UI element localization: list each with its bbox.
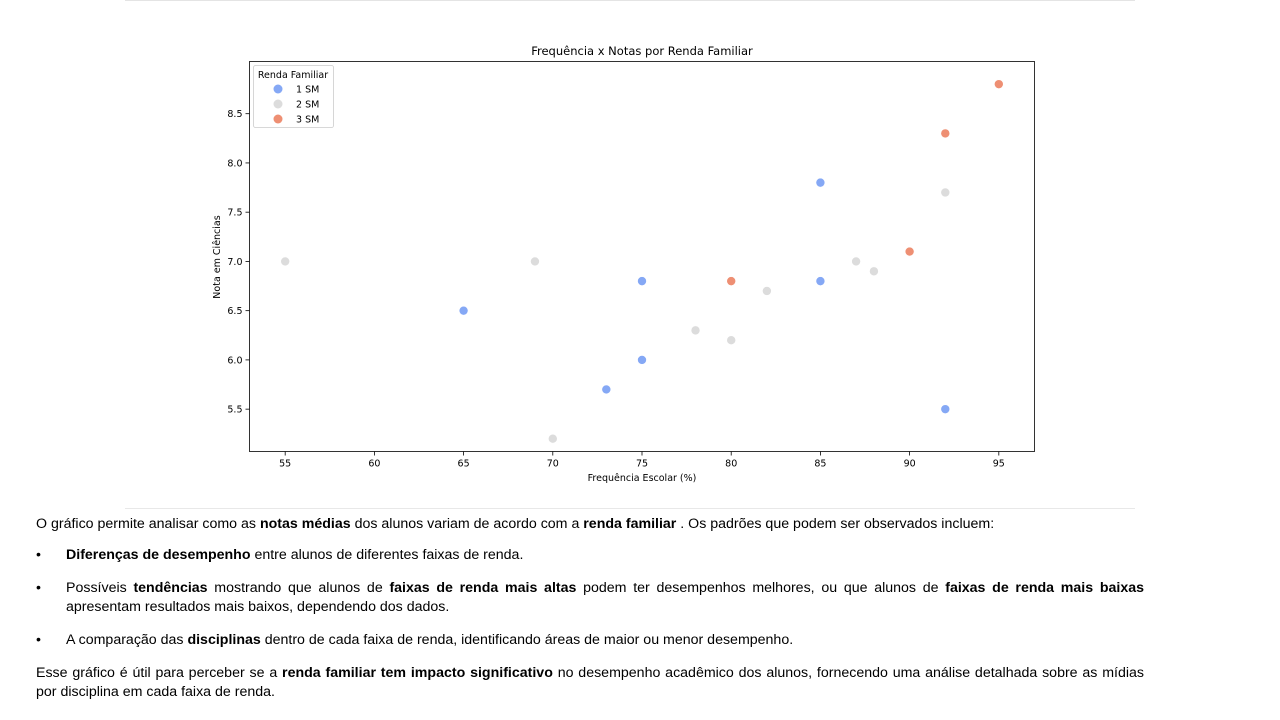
bullet-3-text-2: dentro de cada faixa de renda, identific… [260,632,794,648]
intro-bold-1: notas médias [259,516,351,532]
data-point [637,276,647,286]
legend-label: 2 SM [296,100,319,111]
intro-bold-2: renda familiar [583,516,677,532]
legend-label: 3 SM [296,115,319,126]
x-axis: 55 60 65 70 75 80 85 90 95 [279,451,1005,470]
y-tick-label: 8.0 [227,158,242,169]
y-tick-label: 7.5 [227,208,242,219]
bullet-marker: • [36,580,41,596]
intro-paragraph: O gráfico permite analisar como as notas… [36,515,1144,534]
intro-text-1: O gráfico permite analisar como as [36,516,260,532]
y-tick-label: 8.5 [227,109,242,120]
conclusion-paragraph: Esse gráfico é útil para perceber se a r… [36,664,1144,702]
intro-text-3: . Os padrões que podem ser observados in… [676,516,995,532]
x-tick-label: 60 [368,459,380,470]
scatter-chart: Frequência x Notas por Renda Familiar 55… [212,44,1035,484]
bullet-1-bold-1: Diferenças de desempenho [66,547,251,563]
legend-marker [273,84,283,94]
legend-label: 1 SM [296,85,319,96]
data-point [940,128,951,139]
bullet-2-text-4: apresentam resultados mais baixos, depen… [66,599,450,615]
bullet-2-bold-1: tendências [133,580,208,596]
bullet-2-text-3: podem ter desempenhos melhores, ou que a… [576,580,946,596]
y-tick-label: 5.5 [227,405,242,416]
top-divider [125,0,1135,1]
bullet-1-text-1: entre alunos de diferentes faixas de ren… [250,547,524,563]
data-point [726,335,737,346]
conclusion-text-2: no desempenho acadêmico dos alunos, forn… [36,665,1144,700]
x-tick-label: 90 [904,459,916,470]
y-axis-label: Nota em Ciências [212,215,223,298]
data-point [994,79,1004,89]
data-point [280,256,290,267]
bullet-item-1: • Diferenças de desempenho entre alunos … [36,546,1144,565]
bullet-2-bold-3: faixas de renda mais baixas [945,580,1145,596]
y-tick-label: 7.0 [227,257,242,268]
data-point [530,256,540,267]
x-tick-label: 55 [279,459,291,470]
data-point [869,266,879,277]
data-point [547,433,558,444]
legend-title: Renda Familiar [258,70,328,81]
data-point [815,177,826,188]
bullet-3-text-1: A comparação das [66,632,188,648]
bullet-2-text-2: mostrando que alunos de [207,580,390,596]
intro-text-2: dos alunos variam de acordo com a [350,516,584,532]
conclusion-bold-1: renda familiar tem impacto significativo [282,665,553,681]
data-point [815,276,826,286]
x-axis-label: Frequência Escolar (%) [588,473,697,484]
bullet-2-text-1: Possíveis [66,580,134,596]
data-point [851,256,861,267]
legend-box [253,65,334,128]
y-axis: 5.5 6.0 6.5 7.0 7.5 8.0 8.5 [227,109,250,416]
plot-area [249,61,1035,452]
x-tick-label: 95 [993,459,1005,470]
data-points [280,79,1004,444]
data-point [762,286,772,296]
bullet-item-3: • A comparação das disciplinas dentro de… [36,631,1144,650]
y-tick-label: 6.0 [227,355,242,366]
x-tick-label: 75 [636,459,648,470]
data-point [940,404,951,414]
x-tick-label: 70 [547,459,559,470]
conclusion-text-1: Esse gráfico é útil para perceber se a [36,665,283,681]
legend: Renda Familiar 1 SM 2 SM 3 SM [253,65,334,128]
data-point [726,276,737,286]
x-tick-label: 65 [458,459,470,470]
x-tick-label: 80 [725,459,737,470]
chart-title: Frequência x Notas por Renda Familiar [531,44,753,58]
data-point [637,355,647,365]
bullet-2-bold-2: faixas de renda mais altas [389,580,577,596]
x-tick-label: 85 [814,459,826,470]
bullet-3-bold-1: disciplinas [187,632,261,648]
bullet-marker: • [36,632,41,648]
data-point [690,325,701,336]
data-point [904,246,915,257]
legend-marker [273,99,283,109]
bullet-item-2: • Possíveis tendências mostrando que alu… [36,579,1144,617]
data-point [940,187,951,198]
bullet-marker: • [36,547,41,563]
data-point [601,384,612,395]
legend-marker [273,114,283,124]
y-tick-label: 6.5 [227,306,242,317]
bottom-divider [125,508,1135,509]
data-point [458,305,469,316]
